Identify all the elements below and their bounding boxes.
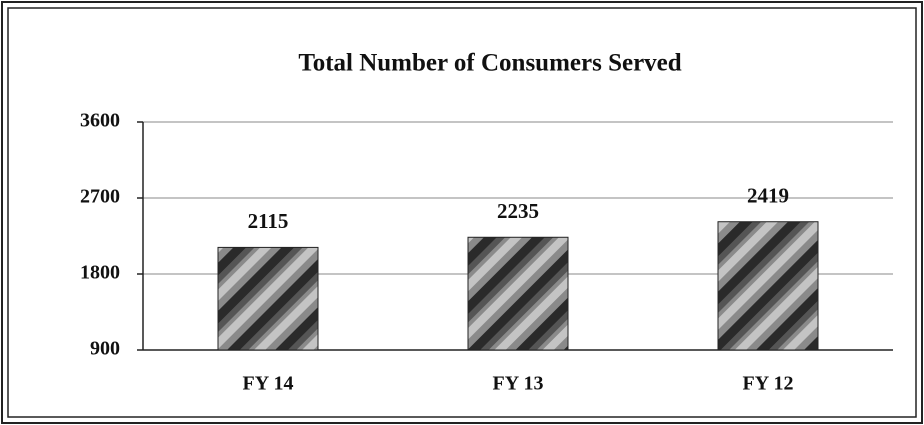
y-tick-label: 900 [90,338,120,360]
bar [467,236,569,351]
bar [217,246,319,351]
y-tick-label: 2700 [80,186,120,208]
data-label: 2419 [747,184,789,208]
inner-border [7,7,917,418]
y-tick-label: 3600 [80,110,120,132]
data-label: 2235 [497,199,539,223]
data-label: 2115 [248,209,289,233]
x-tick-label: FY 12 [743,373,794,395]
y-tick-label: 1800 [80,262,120,284]
x-tick-label: FY 14 [243,373,294,395]
chart-title: Total Number of Consumers Served [298,50,681,77]
bar [717,221,819,351]
x-tick-label: FY 13 [493,373,544,395]
